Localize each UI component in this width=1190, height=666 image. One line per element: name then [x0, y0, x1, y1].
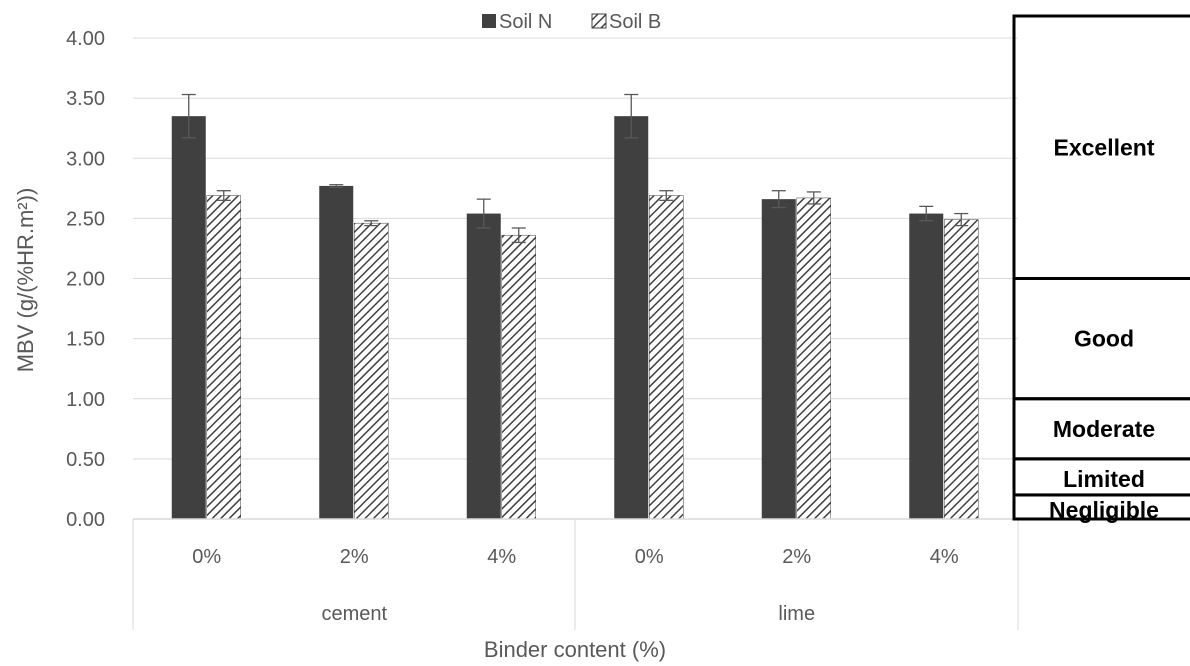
y-tick-label: 4.00	[66, 28, 105, 50]
y-tick-label: 3.50	[66, 88, 105, 110]
classification-label: Negligible	[1049, 497, 1159, 523]
legend-label: Soil N	[499, 11, 552, 33]
y-tick-label: 2.00	[66, 269, 105, 291]
bar	[761, 199, 796, 519]
x-tick-label: 0%	[192, 546, 221, 568]
y-tick-label: 0.50	[66, 449, 105, 471]
x-tick-label: 2%	[782, 546, 811, 568]
x-tick-label: 2%	[340, 546, 369, 568]
bar	[614, 116, 649, 519]
x-axis-title: Binder content (%)	[484, 637, 666, 662]
y-tick-label: 0.00	[66, 509, 105, 531]
legend: Soil N Soil B	[482, 11, 661, 33]
x-tick-label: 0%	[635, 546, 664, 568]
x-axis: 0% 2% 4% 0% 2% 4% cement lime	[132, 518, 1019, 630]
y-tick-label: 1.50	[66, 329, 105, 351]
y-axis-title: MBV (g/(%HR.m²))	[13, 188, 38, 373]
classification-label: Limited	[1063, 466, 1145, 492]
legend-swatch	[482, 14, 496, 28]
x-tick-label: 4%	[487, 546, 516, 568]
classification-panel: Excellent Good Moderate Limited Negligible	[1012, 14, 1190, 523]
bar	[649, 195, 684, 520]
bar	[944, 219, 979, 520]
bars	[171, 93, 979, 520]
bar	[501, 234, 536, 520]
bar	[206, 195, 241, 520]
y-axis-ticks: 0.00 0.50 1.00 1.50 2.00 2.50 3.00 3.50 4.00	[66, 28, 105, 531]
bar	[171, 116, 206, 519]
bar	[466, 213, 501, 519]
x-group-label: cement	[321, 603, 387, 625]
classification-box	[1012, 493, 1190, 521]
y-tick-label: 3.00	[66, 148, 105, 170]
legend-swatch	[591, 13, 607, 29]
bar	[796, 197, 831, 520]
y-tick-label: 2.50	[66, 208, 105, 230]
classification-label: Good	[1074, 326, 1134, 352]
x-tick-label: 4%	[930, 546, 959, 568]
classification-label: Moderate	[1053, 416, 1155, 442]
classification-label: Excellent	[1054, 134, 1155, 160]
legend-label: Soil B	[609, 11, 661, 33]
bar	[909, 213, 944, 519]
bar	[354, 222, 389, 520]
x-group-label: lime	[778, 603, 815, 625]
gridlines	[133, 37, 1018, 460]
y-tick-label: 1.00	[66, 389, 105, 411]
bar	[319, 185, 354, 519]
